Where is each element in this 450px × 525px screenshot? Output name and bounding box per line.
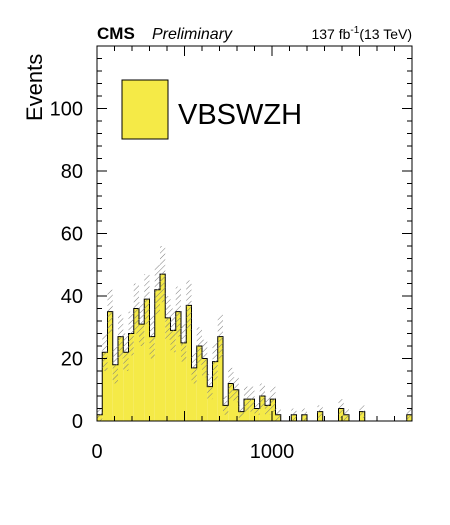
uncertainty-band xyxy=(338,399,344,418)
uncertainty-band xyxy=(181,324,187,362)
uncertainty-band xyxy=(175,286,181,337)
histogram-bar xyxy=(133,308,139,421)
uncertainty-band xyxy=(291,408,297,421)
uncertainty-band xyxy=(207,374,213,400)
histogram-bar xyxy=(175,311,181,421)
luminosity-exponent: -1 xyxy=(350,25,359,36)
histogram-bar xyxy=(139,324,145,421)
uncertainty-band xyxy=(186,280,192,331)
uncertainty-band xyxy=(238,405,244,418)
histogram-bar xyxy=(202,358,208,421)
x-tick-label: 1000 xyxy=(250,441,295,463)
histogram-bar xyxy=(112,364,118,421)
y-tick-label: 80 xyxy=(61,161,83,183)
uncertainty-band xyxy=(97,408,103,421)
uncertainty-band xyxy=(301,408,307,421)
uncertainty-band xyxy=(102,333,108,371)
histogram-bar xyxy=(149,336,155,421)
histogram-bar xyxy=(107,311,113,421)
uncertainty-band xyxy=(254,402,260,415)
uncertainty-bands xyxy=(97,246,412,421)
histogram-bar xyxy=(181,342,187,421)
uncertainty-band xyxy=(343,408,349,421)
uncertainty-band xyxy=(406,408,412,421)
uncertainty-band xyxy=(149,314,155,359)
uncertainty-band xyxy=(160,246,166,303)
uncertainty-band xyxy=(112,346,118,384)
uncertainty-band xyxy=(118,314,124,359)
uncertainty-band xyxy=(275,408,281,421)
experiment-label: CMS xyxy=(97,24,135,43)
y-tick-label: 0 xyxy=(72,411,83,433)
y-axis-label: Events xyxy=(22,54,47,121)
histogram-bar xyxy=(154,289,160,421)
legend-label: VBSWZH xyxy=(178,99,302,131)
axis-ticks xyxy=(96,45,413,422)
uncertainty-band xyxy=(128,311,134,356)
uncertainty-band xyxy=(228,367,234,400)
uncertainty-band xyxy=(244,386,250,412)
luminosity-label: 137 fb-1(13 TeV) xyxy=(311,25,412,42)
uncertainty-band xyxy=(270,386,276,412)
uncertainty-band xyxy=(359,405,365,418)
uncertainty-band xyxy=(139,302,145,346)
uncertainty-band xyxy=(133,283,139,334)
histogram-bar xyxy=(212,361,218,421)
legend: VBSWZH xyxy=(121,79,302,140)
uncertainty-band xyxy=(202,339,208,378)
uncertainty-band xyxy=(265,396,271,415)
uncertainty-band xyxy=(233,377,239,403)
uncertainty-band xyxy=(170,308,176,353)
uncertainty-band xyxy=(191,352,197,384)
y-tick-label: 40 xyxy=(61,286,83,308)
uncertainty-band xyxy=(107,289,113,334)
uncertainty-band xyxy=(165,296,171,340)
uncertainty-band xyxy=(144,274,150,325)
histogram-bar xyxy=(118,336,124,421)
uncertainty-band xyxy=(217,314,223,359)
histogram-bar xyxy=(170,330,176,421)
histogram-bar xyxy=(160,274,166,421)
histogram-bar xyxy=(128,333,134,421)
x-tick-label: 0 xyxy=(91,441,102,463)
uncertainty-band xyxy=(196,327,202,365)
histogram-bar xyxy=(144,299,150,421)
histogram-bar xyxy=(207,386,213,421)
uncertainty-band xyxy=(223,396,229,415)
histogram-bar xyxy=(217,336,223,421)
uncertainty-band xyxy=(123,333,129,371)
histogram-bar xyxy=(228,383,234,421)
legend-swatch xyxy=(121,79,169,140)
y-tick-label: 20 xyxy=(61,349,83,371)
uncertainty-band xyxy=(212,342,218,381)
histogram-bar xyxy=(123,352,129,421)
energy-label: (13 TeV) xyxy=(359,26,412,42)
y-tick-label: 100 xyxy=(50,99,83,121)
histogram-bar xyxy=(186,305,192,421)
histogram-bar xyxy=(233,389,239,421)
uncertainty-band xyxy=(154,264,160,315)
luminosity-value: 137 fb xyxy=(311,26,350,42)
status-label: Preliminary xyxy=(152,26,233,43)
uncertainty-band xyxy=(317,405,323,418)
uncertainty-band xyxy=(259,383,265,409)
histogram-bar xyxy=(165,317,171,421)
y-tick-label: 60 xyxy=(61,224,83,246)
histogram-bar xyxy=(191,367,197,421)
histogram-bar xyxy=(102,352,108,421)
uncertainty-band xyxy=(249,386,255,412)
histogram-bar xyxy=(196,346,202,421)
